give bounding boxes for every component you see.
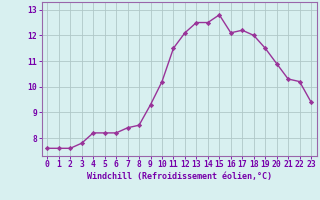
X-axis label: Windchill (Refroidissement éolien,°C): Windchill (Refroidissement éolien,°C) bbox=[87, 172, 272, 181]
